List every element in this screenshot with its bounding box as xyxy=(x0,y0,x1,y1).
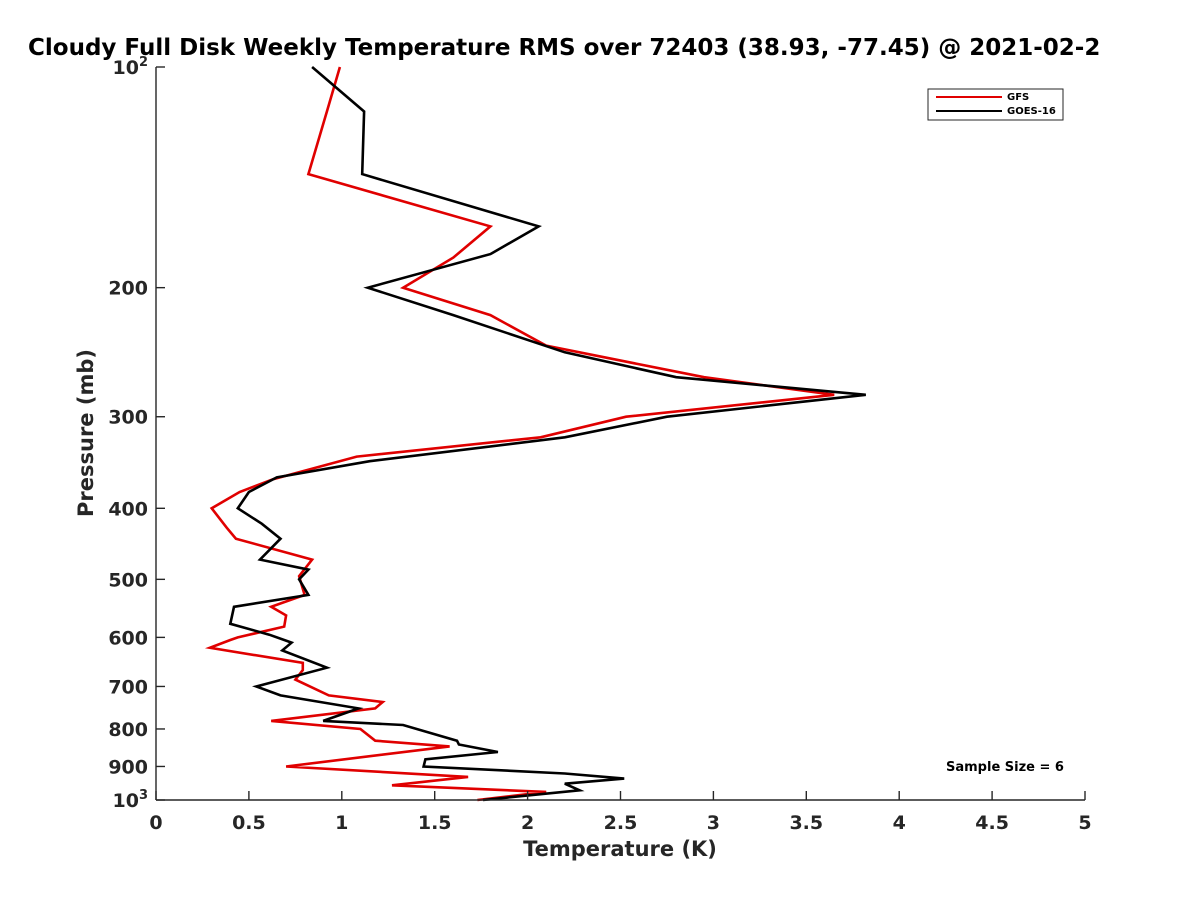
x-ticks: 0 0.5 1 1.5 2 2.5 3 3.5 4 4.5 5 xyxy=(149,791,1092,834)
y-tick-label-exponent: 2 xyxy=(139,55,148,70)
y-tick-label-base: 900 xyxy=(108,756,148,778)
y-tick-label: 500 xyxy=(108,569,148,591)
legend-label-gfs: GFS xyxy=(1007,92,1029,103)
legend-label-goes16: GOES-16 xyxy=(1007,106,1056,117)
legend-box xyxy=(927,88,1064,121)
chart-title: Cloudy Full Disk Weekly Temperature RMS … xyxy=(28,35,1100,61)
x-tick-label: 2.5 xyxy=(604,812,638,834)
x-tick-label: 4.5 xyxy=(975,812,1009,834)
series-layer xyxy=(204,66,866,802)
y-tick-label: 300 xyxy=(108,407,148,429)
y-tick-label: 800 xyxy=(108,719,148,741)
y-tick-label: 102 xyxy=(113,55,149,79)
x-tick-label: 0.5 xyxy=(232,812,266,834)
y-tick-label: 200 xyxy=(108,278,148,300)
y-tick-label-base: 800 xyxy=(108,719,148,741)
axes xyxy=(155,67,1085,801)
y-tick-label-base: 10 xyxy=(113,790,139,812)
y-tick-label-base: 400 xyxy=(108,498,148,520)
y-tick-label-base: 500 xyxy=(108,569,148,591)
y-tick-label: 400 xyxy=(108,498,148,520)
series-line-goes-16 xyxy=(228,66,866,802)
x-axis-label: Temperature (K) xyxy=(523,837,717,861)
x-tick-label: 2 xyxy=(521,812,534,834)
y-tick-label-base: 600 xyxy=(108,627,148,649)
y-tick-label-base: 10 xyxy=(113,57,139,79)
y-tick-label: 900 xyxy=(108,756,148,778)
x-tick-label: 1 xyxy=(335,812,348,834)
x-tick-label: 4 xyxy=(893,812,906,834)
y-tick-label-exponent: 3 xyxy=(139,788,148,803)
series-line-gfs xyxy=(204,66,835,802)
sample-size-annotation: Sample Size = 6 xyxy=(946,760,1064,775)
x-tick-label: 0 xyxy=(149,812,162,834)
y-axis-label: Pressure (mb) xyxy=(74,349,98,517)
y-tick-label-base: 300 xyxy=(108,407,148,429)
x-tick-label: 1.5 xyxy=(418,812,452,834)
x-tick-label: 5 xyxy=(1078,812,1091,834)
y-tick-label: 700 xyxy=(108,676,148,698)
y-tick-label-base: 700 xyxy=(108,676,148,698)
y-tick-label: 600 xyxy=(108,627,148,649)
legend: GFS GOES-16 xyxy=(927,88,1064,121)
y-tick-label-base: 200 xyxy=(108,278,148,300)
y-tick-label: 103 xyxy=(113,788,149,812)
x-tick-label: 3 xyxy=(707,812,720,834)
x-tick-label: 3.5 xyxy=(789,812,823,834)
